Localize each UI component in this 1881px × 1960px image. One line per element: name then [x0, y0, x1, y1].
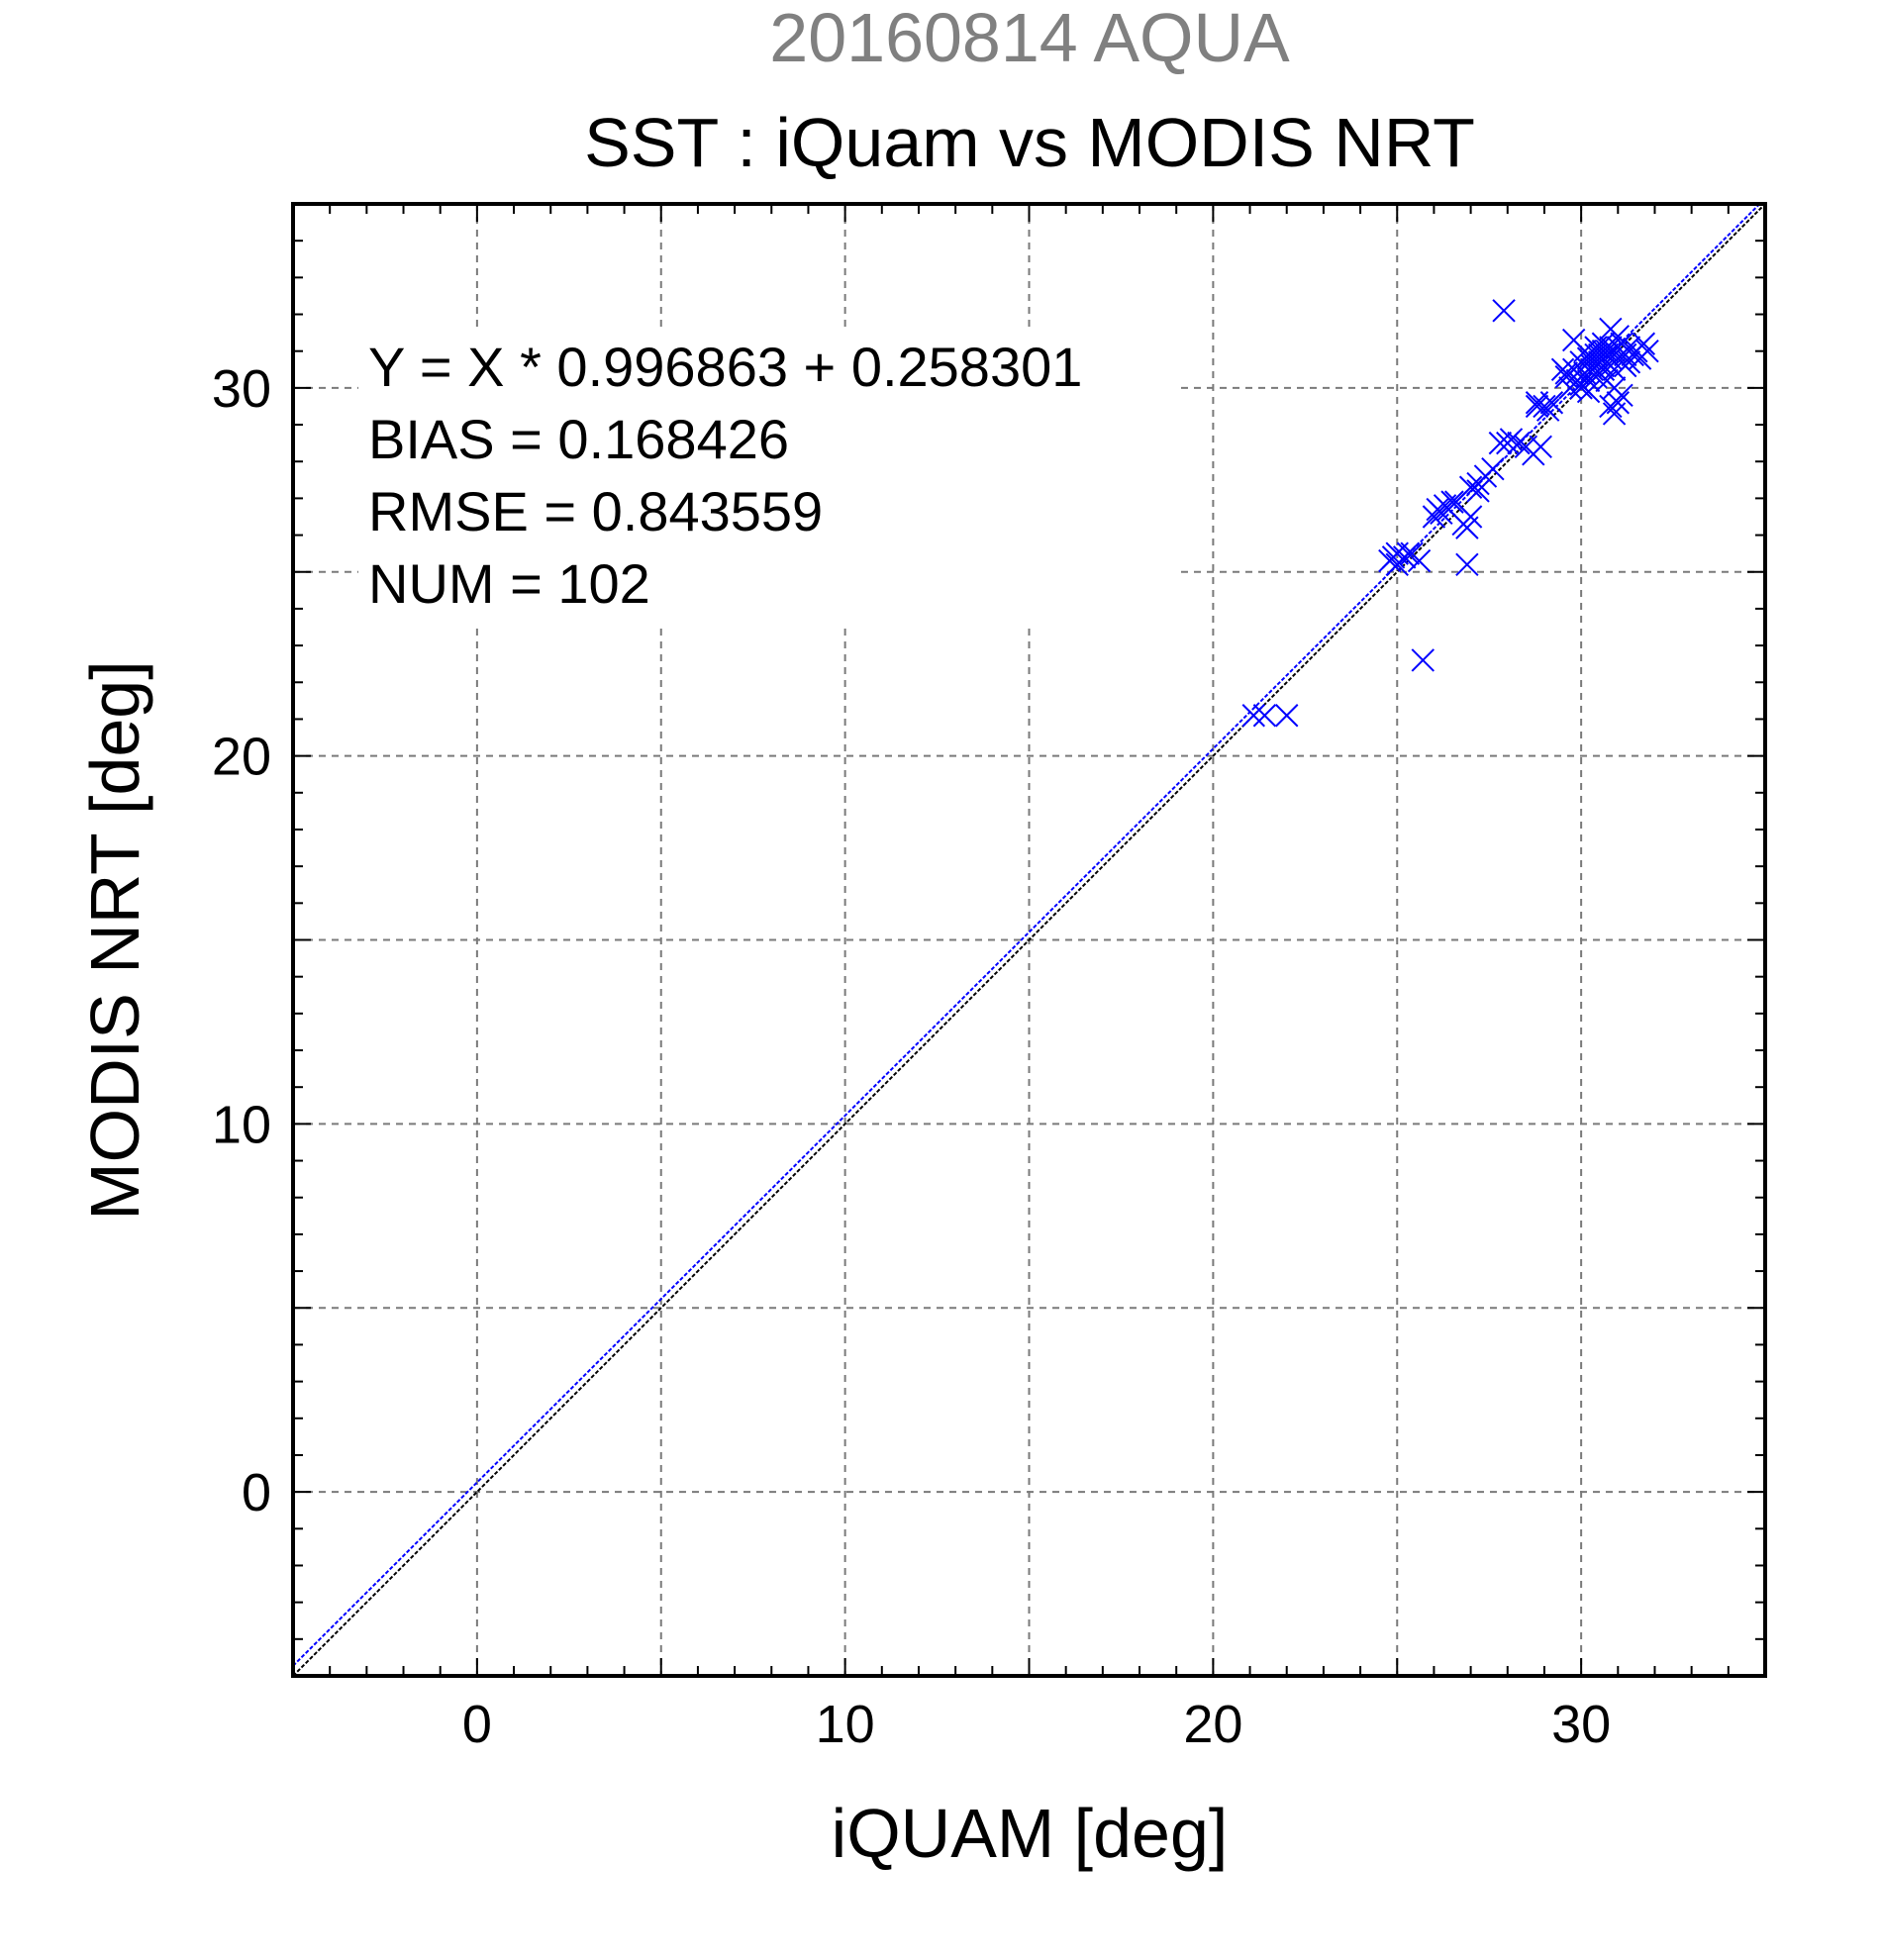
- data-point-stroke: [1492, 299, 1516, 323]
- data-point-stroke: [1430, 501, 1453, 525]
- data-point-stroke: [1525, 391, 1549, 415]
- data-point: [1481, 456, 1505, 481]
- data-point-stroke: [1507, 431, 1531, 455]
- data-point-stroke: [1455, 552, 1479, 577]
- data-point: [1576, 343, 1601, 367]
- y-tick-label: 30: [212, 359, 271, 419]
- data-point: [1411, 648, 1435, 672]
- data-point-stroke: [1535, 398, 1560, 422]
- data-point-stroke: [1617, 336, 1641, 359]
- data-point-stroke: [1458, 475, 1483, 499]
- data-point: [1535, 398, 1560, 422]
- data-point: [1525, 391, 1549, 415]
- data-point-stroke: [1275, 704, 1299, 728]
- data-point: [1499, 428, 1524, 451]
- data-point: [1558, 376, 1582, 400]
- y-tick-label: 10: [212, 1095, 271, 1154]
- data-point-stroke: [1451, 512, 1475, 537]
- data-point-stroke: [1606, 336, 1631, 359]
- stats-background: [358, 330, 1180, 623]
- stats-line: Y = X * 0.996863 + 0.258301: [368, 336, 1082, 398]
- data-point: [1430, 501, 1453, 525]
- data-point-stroke: [1621, 343, 1644, 367]
- data-point-stroke: [1252, 704, 1277, 728]
- data-point-stroke: [1576, 343, 1601, 367]
- data-point-stroke: [1599, 394, 1623, 419]
- x-tick-label: 20: [1183, 1695, 1242, 1754]
- data-point-stroke: [1241, 704, 1265, 728]
- data-point: [1407, 548, 1432, 573]
- data-point: [1507, 431, 1531, 455]
- data-point: [1550, 357, 1575, 381]
- data-point-stroke: [1529, 435, 1552, 459]
- data-point-stroke: [1606, 325, 1631, 348]
- data-point: [1529, 435, 1552, 459]
- stats-line: RMSE = 0.843559: [368, 480, 823, 542]
- x-axis-label: iQUAM [deg]: [832, 1795, 1229, 1872]
- data-point: [1381, 545, 1406, 569]
- data-point: [1599, 394, 1623, 419]
- stats-line: NUM = 102: [368, 552, 650, 615]
- data-point-stroke: [1561, 328, 1586, 352]
- data-point: [1635, 339, 1659, 363]
- data-point-stroke: [1558, 376, 1582, 400]
- data-point-stroke: [1407, 548, 1432, 573]
- data-point: [1606, 336, 1631, 359]
- data-point: [1466, 479, 1490, 503]
- data-point-stroke: [1606, 391, 1631, 415]
- data-point-stroke: [1602, 357, 1627, 381]
- data-point-stroke: [1525, 394, 1549, 419]
- data-point-stroke: [1411, 648, 1435, 672]
- data-point-stroke: [1550, 357, 1575, 381]
- points-layer: [1241, 299, 1659, 728]
- data-point: [1492, 299, 1516, 323]
- data-point: [1606, 391, 1631, 415]
- data-point: [1617, 336, 1641, 359]
- chart-subtitle: SST : iQuam vs MODIS NRT: [584, 104, 1475, 181]
- data-point: [1252, 704, 1277, 728]
- data-point-stroke: [1588, 343, 1612, 367]
- y-tick-label: 20: [212, 728, 271, 787]
- tick-labels-layer: 0 10 20 30 0 10 20 30: [212, 359, 1611, 1754]
- plot-frame: [291, 202, 1767, 1678]
- stats-line: BIAS = 0.168426: [368, 408, 789, 470]
- data-point: [1241, 704, 1265, 728]
- stats-block: Y = X * 0.996863 + 0.258301 BIAS = 0.1684…: [358, 330, 1180, 623]
- x-tick-label: 30: [1551, 1695, 1611, 1754]
- chart-title: 20160814 AQUA: [769, 0, 1290, 76]
- data-point: [1451, 512, 1475, 537]
- data-point-stroke: [1396, 541, 1421, 565]
- data-point: [1458, 475, 1483, 499]
- x-tick-label: 0: [462, 1695, 492, 1754]
- y-tick-label: 0: [242, 1463, 271, 1522]
- data-point-stroke: [1599, 346, 1623, 370]
- y-axis-label: MODIS NRT [deg]: [76, 660, 153, 1220]
- data-point: [1275, 704, 1299, 728]
- data-point: [1455, 552, 1479, 577]
- data-point-stroke: [1499, 428, 1524, 451]
- data-point-stroke: [1381, 545, 1406, 569]
- data-point: [1396, 541, 1421, 565]
- data-point: [1602, 357, 1627, 381]
- x-tick-label: 10: [816, 1695, 875, 1754]
- data-point: [1621, 343, 1644, 367]
- data-point-stroke: [1466, 479, 1490, 503]
- data-point-stroke: [1635, 339, 1659, 363]
- data-point-stroke: [1481, 456, 1505, 481]
